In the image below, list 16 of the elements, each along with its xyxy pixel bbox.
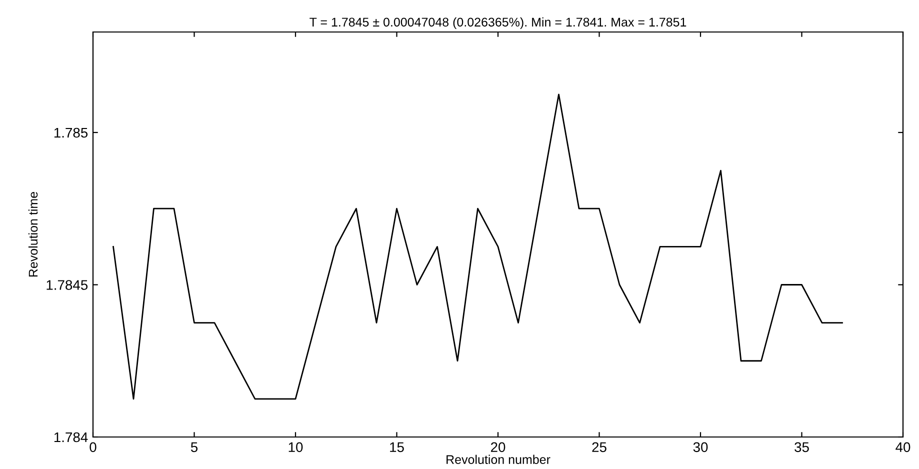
x-tick-label: 5 bbox=[190, 442, 198, 452]
y-tick-label: 1.785 bbox=[54, 128, 88, 138]
x-tick-label: 35 bbox=[794, 442, 809, 452]
x-tick-label: 0 bbox=[90, 442, 96, 452]
y-axis-title: Revolution time bbox=[28, 192, 38, 277]
x-tick-label: 40 bbox=[896, 442, 910, 452]
y-tick-label: 1.7845 bbox=[46, 280, 88, 290]
x-tick-label: 30 bbox=[693, 442, 708, 452]
x-tick-label: 20 bbox=[490, 442, 506, 452]
y-tick-label: 1.784 bbox=[54, 432, 88, 442]
line-series bbox=[112, 94, 843, 400]
x-tick-label: 15 bbox=[390, 442, 404, 452]
x-axis-title: Revolution number bbox=[446, 454, 550, 464]
chart-title: T = 1.7845 ± 0.00047048 (0.026365%). Min = 1.7841. Max = 1.7851 bbox=[310, 17, 686, 30]
x-tick-label: 10 bbox=[288, 442, 303, 452]
x-tick-label: 25 bbox=[592, 442, 606, 452]
